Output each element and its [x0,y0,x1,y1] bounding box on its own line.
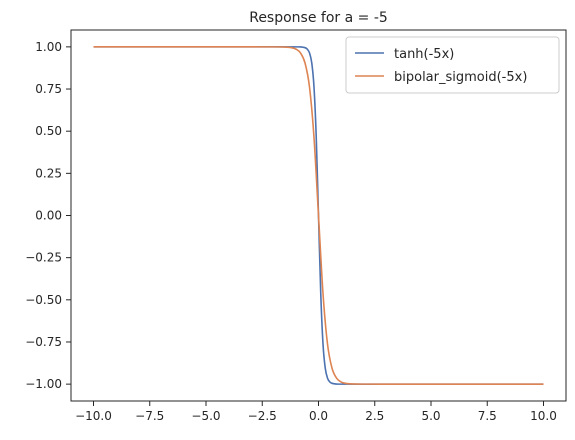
x-tick-label: −10.0 [75,409,112,423]
y-tick-label: 1.00 [35,40,62,54]
series-line-1 [93,46,544,385]
y-tick-label: −1.00 [25,377,62,391]
y-tick-label: 0.00 [35,209,62,223]
legend: tanh(-5x) bipolar_sigmoid(-5x) [345,36,560,94]
x-tick-label: 7.5 [478,409,497,423]
y-tick-label: 0.50 [35,124,62,138]
axes: −10.0 −7.5 −5.0 −2.5 0.0 2.5 5.0 7.5 10.0 1.00 0.7… [25,29,567,423]
y-tick-label: −0.25 [25,251,62,265]
series-lines [93,46,544,385]
y-tick-label: 0.75 [35,82,62,96]
legend-box [345,36,560,94]
chart-title: Response for a = -5 [249,10,388,26]
y-tick-label: −0.50 [25,293,62,307]
legend-label-0: tanh(-5x) [394,47,454,62]
x-tick-label: 10.0 [530,409,557,423]
x-tick-label: 0.0 [309,409,328,423]
x-tick-label: −7.5 [135,409,164,423]
x-tick-label: 5.0 [421,409,440,423]
x-tick-label: −2.5 [248,409,277,423]
y-tick-label: −0.75 [25,335,62,349]
x-tick-label: 2.5 [365,409,384,423]
y-tick-label: 0.25 [35,166,62,180]
x-tick-label: −5.0 [191,409,220,423]
legend-label-1: bipolar_sigmoid(-5x) [394,70,527,85]
